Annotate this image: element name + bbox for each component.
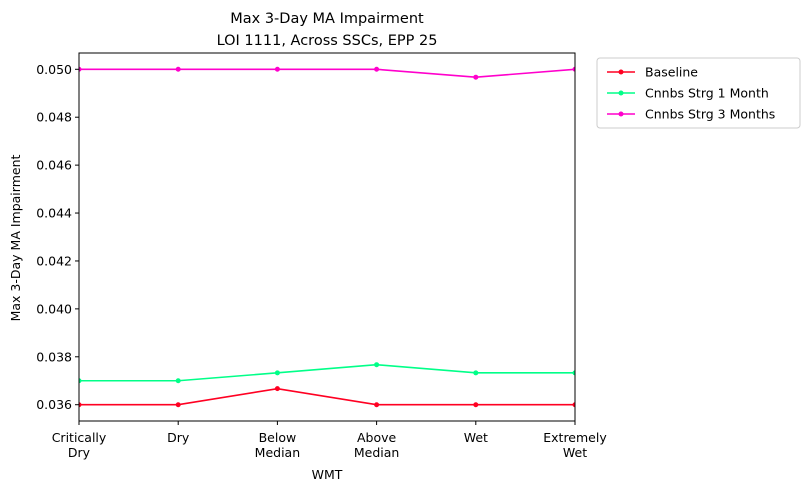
data-point <box>572 66 575 72</box>
x-tick-label: Wet <box>464 430 488 445</box>
x-tick-label-line: Critically <box>52 430 107 445</box>
x-tick-label: Dry <box>167 430 190 445</box>
chart-title: Max 3-Day MA Impairment <box>230 11 424 27</box>
x-tick-label: Below Median <box>255 430 300 460</box>
series-1 <box>79 386 575 408</box>
x-tick-label-line: Below <box>259 430 297 445</box>
y-tick-label: 0.038 <box>36 349 72 364</box>
data-point <box>473 370 479 376</box>
y-tick-label: 0.050 <box>36 62 72 77</box>
series-line <box>79 387 575 406</box>
data-point <box>374 66 380 72</box>
y-tick-label: 0.044 <box>36 206 72 221</box>
series-line <box>79 68 575 79</box>
data-point <box>572 402 575 408</box>
x-tick-label: Extremely Wet <box>543 430 607 460</box>
data-point <box>175 378 181 384</box>
data-point <box>175 402 181 408</box>
data-point <box>473 402 479 408</box>
legend-marker <box>618 90 624 96</box>
data-point <box>79 66 82 72</box>
data-point <box>473 74 479 80</box>
x-tick-label-line: Median <box>354 445 399 460</box>
axes-frame <box>78 52 576 422</box>
x-tick-label-line: Dry <box>167 430 190 445</box>
legend-item: Cnnbs Strg 3 Months <box>607 107 775 122</box>
data-point <box>572 370 575 376</box>
y-tick-label: 0.046 <box>36 158 72 173</box>
legend-item: Cnnbs Strg 1 Month <box>607 86 769 101</box>
legend-label: Baseline <box>645 65 698 80</box>
legend-label: Cnnbs Strg 3 Months <box>645 107 775 122</box>
x-tick-label: Critically Dry <box>52 430 107 460</box>
data-point <box>175 66 181 72</box>
chart-subtitle: LOI 1111, Across SSCs, EPP 25 <box>217 33 438 49</box>
legend: Baseline Cnnbs Strg 1 Month Cnnbs Strg 3 M… <box>596 57 801 129</box>
data-point <box>374 362 380 368</box>
x-tick-label-line: Dry <box>68 445 91 460</box>
legend-marker <box>618 111 624 117</box>
legend-label: Cnnbs Strg 1 Month <box>645 86 769 101</box>
data-point <box>274 66 280 72</box>
data-point <box>274 386 280 392</box>
series-3 <box>79 66 575 80</box>
legend-item: Baseline <box>607 65 698 80</box>
x-tick-label-line: Extremely <box>543 430 607 445</box>
y-axis-label: Max 3-Day MA Impairment <box>8 155 23 322</box>
y-tick-label: 0.048 <box>36 110 72 125</box>
axes: 0.036 0.038 0.040 0.042 0.044 0.046 0.048 0.050… <box>36 52 607 460</box>
x-tick-label-line: Above <box>357 430 397 445</box>
x-tick-label-line: Wet <box>464 430 488 445</box>
legend-box <box>596 57 801 129</box>
data-point <box>274 370 280 376</box>
y-tick-label: 0.036 <box>36 397 72 412</box>
plot-area <box>79 66 575 408</box>
x-tick-label: Above Median <box>354 430 399 460</box>
series-2 <box>79 362 575 384</box>
data-point <box>374 402 380 408</box>
x-tick-label-line: Median <box>255 445 300 460</box>
data-point <box>79 402 82 408</box>
series-line <box>79 363 575 382</box>
x-tick-label-line: Wet <box>563 445 587 460</box>
y-tick-label: 0.040 <box>36 301 72 316</box>
x-axis-label: WMT <box>312 467 343 482</box>
legend-marker <box>618 69 624 75</box>
data-point <box>79 378 82 384</box>
y-tick-label: 0.042 <box>36 253 72 268</box>
